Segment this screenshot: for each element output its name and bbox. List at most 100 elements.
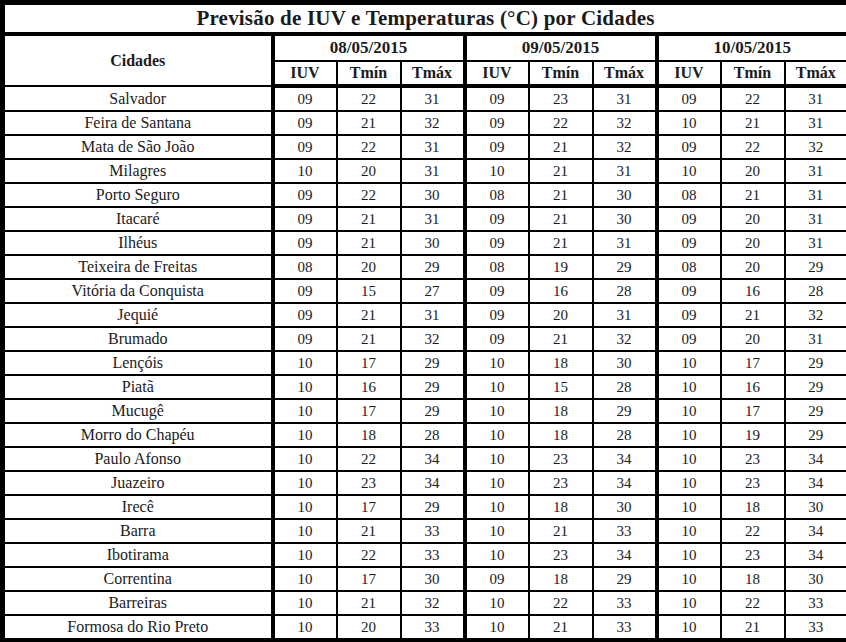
value-cell: 31 <box>593 231 657 255</box>
city-name: Milagres <box>3 159 273 183</box>
subheader-tmax: Tmáx <box>593 61 657 86</box>
value-cell: 34 <box>593 447 657 471</box>
value-cell: 29 <box>593 567 657 591</box>
value-cell: 10 <box>657 591 721 615</box>
value-cell: 09 <box>657 303 721 327</box>
city-name: Lençóis <box>3 351 273 375</box>
value-cell: 29 <box>401 375 465 399</box>
value-cell: 32 <box>401 327 465 351</box>
value-cell: 27 <box>401 279 465 303</box>
value-cell: 20 <box>337 159 401 183</box>
value-cell: 09 <box>657 279 721 303</box>
city-name: Teixeira de Freitas <box>3 255 273 279</box>
value-cell: 29 <box>785 399 846 423</box>
value-cell: 16 <box>337 375 401 399</box>
value-cell: 10 <box>273 567 337 591</box>
value-cell: 10 <box>657 543 721 567</box>
city-name: Feira de Santana <box>3 111 273 135</box>
value-cell: 10 <box>273 159 337 183</box>
value-cell: 10 <box>465 591 529 615</box>
value-cell: 30 <box>401 567 465 591</box>
city-name: Barra <box>3 519 273 543</box>
value-cell: 17 <box>721 399 785 423</box>
value-cell: 31 <box>785 86 846 111</box>
value-cell: 32 <box>401 111 465 135</box>
table-row: Irecê101729101830101830 <box>3 495 846 519</box>
subheader-tmax: Tmáx <box>785 61 846 86</box>
value-cell: 10 <box>657 351 721 375</box>
value-cell: 21 <box>529 207 593 231</box>
value-cell: 09 <box>465 231 529 255</box>
table-row: Ilhéus092130092131092031 <box>3 231 846 255</box>
value-cell: 10 <box>273 543 337 567</box>
table-row: Jequié092131092031092132 <box>3 303 846 327</box>
city-name: Correntina <box>3 567 273 591</box>
value-cell: 10 <box>657 615 721 641</box>
table-row: Milagres102031102131102031 <box>3 159 846 183</box>
value-cell: 09 <box>465 303 529 327</box>
value-cell: 09 <box>273 279 337 303</box>
value-cell: 22 <box>337 135 401 159</box>
value-cell: 23 <box>721 447 785 471</box>
value-cell: 30 <box>593 351 657 375</box>
value-cell: 10 <box>657 399 721 423</box>
value-cell: 31 <box>785 327 846 351</box>
value-cell: 21 <box>721 615 785 641</box>
value-cell: 29 <box>785 255 846 279</box>
value-cell: 21 <box>337 327 401 351</box>
value-cell: 20 <box>721 255 785 279</box>
value-cell: 09 <box>273 183 337 207</box>
city-name: Vitória da Conquista <box>3 279 273 303</box>
value-cell: 34 <box>785 543 846 567</box>
value-cell: 31 <box>593 86 657 111</box>
value-cell: 09 <box>465 279 529 303</box>
value-cell: 10 <box>273 423 337 447</box>
value-cell: 28 <box>593 279 657 303</box>
value-cell: 34 <box>785 471 846 495</box>
value-cell: 10 <box>273 591 337 615</box>
subheader-tmin: Tmín <box>529 61 593 86</box>
value-cell: 30 <box>785 495 846 519</box>
value-cell: 28 <box>593 423 657 447</box>
value-cell: 20 <box>721 159 785 183</box>
date-header-2: 09/05/2015 <box>465 34 657 61</box>
value-cell: 29 <box>401 351 465 375</box>
city-name: Juazeiro <box>3 471 273 495</box>
value-cell: 10 <box>273 351 337 375</box>
value-cell: 32 <box>593 327 657 351</box>
table-row: Barra102133102133102234 <box>3 519 846 543</box>
value-cell: 18 <box>721 567 785 591</box>
value-cell: 09 <box>465 135 529 159</box>
table-row: Itacaré092131092130092031 <box>3 207 846 231</box>
value-cell: 33 <box>593 591 657 615</box>
value-cell: 21 <box>337 207 401 231</box>
value-cell: 22 <box>337 86 401 111</box>
value-cell: 09 <box>657 327 721 351</box>
value-cell: 20 <box>721 327 785 351</box>
value-cell: 10 <box>657 423 721 447</box>
value-cell: 16 <box>721 375 785 399</box>
value-cell: 10 <box>657 111 721 135</box>
value-cell: 31 <box>593 159 657 183</box>
value-cell: 09 <box>657 207 721 231</box>
value-cell: 10 <box>657 375 721 399</box>
value-cell: 31 <box>593 303 657 327</box>
value-cell: 09 <box>273 207 337 231</box>
cities-column-header: Cidades <box>3 34 273 86</box>
value-cell: 21 <box>529 135 593 159</box>
value-cell: 18 <box>529 423 593 447</box>
value-cell: 33 <box>593 519 657 543</box>
value-cell: 23 <box>337 471 401 495</box>
value-cell: 20 <box>337 255 401 279</box>
value-cell: 18 <box>529 567 593 591</box>
value-cell: 21 <box>337 303 401 327</box>
forecast-table: Previsão de IUV e Temperaturas (°C) por … <box>0 0 846 642</box>
value-cell: 08 <box>465 255 529 279</box>
subheader-tmin: Tmín <box>337 61 401 86</box>
value-cell: 10 <box>273 447 337 471</box>
value-cell: 33 <box>401 519 465 543</box>
city-name: Salvador <box>3 86 273 111</box>
city-name: Piatã <box>3 375 273 399</box>
value-cell: 21 <box>529 615 593 641</box>
city-name: Irecê <box>3 495 273 519</box>
